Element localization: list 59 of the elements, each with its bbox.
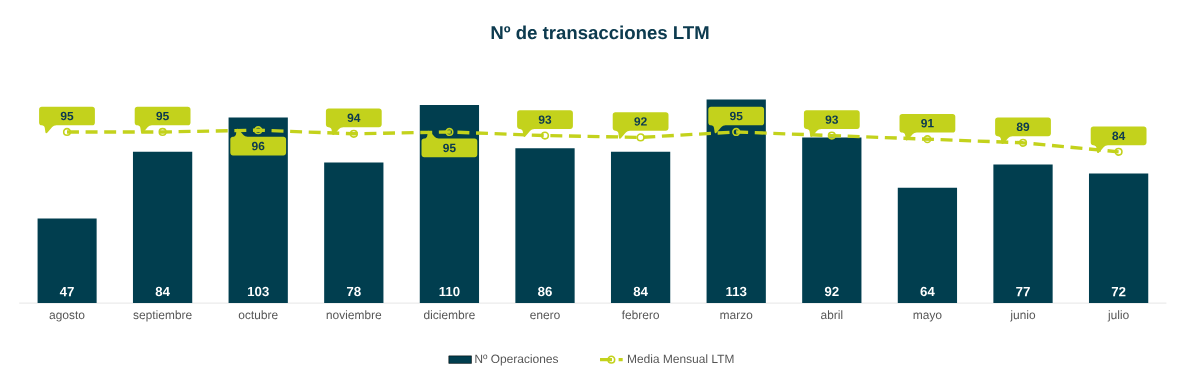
data-label: 64 <box>920 286 935 297</box>
data-label: 91 <box>921 119 934 128</box>
legend-label: Nº Operaciones <box>475 354 559 366</box>
data-label: 92 <box>634 117 647 126</box>
point <box>827 131 836 140</box>
bar <box>1088 173 1149 304</box>
x-tick-label: mayo <box>913 312 942 322</box>
point <box>732 127 741 137</box>
data-label: 103 <box>247 286 269 297</box>
data-label: 72 <box>1111 286 1126 297</box>
data-label: 110 <box>439 286 460 297</box>
bar <box>515 148 575 304</box>
data-label: 89 <box>1016 122 1030 132</box>
x-tick-label: octubre <box>238 310 278 320</box>
data-label: 95 <box>729 111 743 121</box>
x-tick-label: agosto <box>49 311 85 322</box>
x-tick-label: enero <box>530 312 560 320</box>
data-label: 94 <box>347 113 361 123</box>
legend-label: Media Mensual LTM <box>627 354 734 364</box>
data-label: 47 <box>59 287 74 297</box>
bar <box>132 151 193 304</box>
data-label: 77 <box>1016 287 1030 297</box>
data-label: 84 <box>633 286 648 297</box>
data-label: 92 <box>824 286 839 297</box>
data-label: 113 <box>726 286 747 297</box>
point <box>445 127 454 137</box>
bar <box>897 187 958 304</box>
x-tick-label: marzo <box>720 312 753 320</box>
chart-title: Nº de transacciones LTM <box>491 25 709 40</box>
data-label: 93 <box>825 115 839 124</box>
x-tick-label: junio <box>1010 310 1036 322</box>
bar <box>324 162 384 304</box>
x-tick-label: julio <box>1107 310 1129 322</box>
point <box>1018 138 1028 147</box>
point <box>349 129 358 138</box>
point <box>923 135 932 144</box>
bar <box>37 218 97 304</box>
data-label: 78 <box>346 286 361 297</box>
data-label: 96 <box>251 141 265 151</box>
bar <box>993 164 1053 304</box>
data-label: 95 <box>156 111 169 121</box>
data-label: 86 <box>538 286 552 297</box>
data-label: 84 <box>1112 131 1126 141</box>
point <box>636 133 645 142</box>
point <box>158 127 167 137</box>
x-tick-label: abril <box>821 310 843 320</box>
bar <box>610 151 671 304</box>
data-label: 95 <box>443 143 456 153</box>
data-label: 93 <box>538 115 552 124</box>
x-tick-label: noviembre <box>326 310 382 320</box>
x-tick-label: septiembre <box>133 310 192 322</box>
point <box>254 126 263 135</box>
x-tick-label: febrero <box>621 310 660 320</box>
point <box>540 131 550 140</box>
point <box>1114 147 1123 156</box>
data-label: 84 <box>155 286 170 297</box>
data-label: 95 <box>60 111 74 121</box>
point <box>62 127 72 137</box>
x-tick-label: diciembre <box>423 310 475 320</box>
